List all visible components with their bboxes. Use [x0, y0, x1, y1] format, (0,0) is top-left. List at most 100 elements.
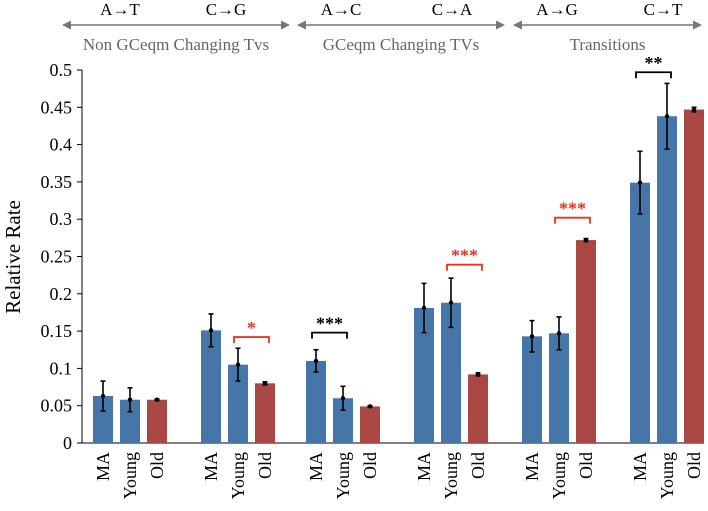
mutation-label: C→A	[432, 0, 473, 19]
category-group: GCeqm Changing TVs A→C C→A	[297, 0, 505, 54]
mean-point	[340, 396, 346, 401]
y-tick-label: 0.5	[50, 60, 73, 80]
y-tick-label: 0.4	[50, 135, 73, 155]
bar-group	[306, 348, 380, 443]
bar-young	[228, 364, 248, 443]
bar-ma	[306, 360, 326, 443]
bracket-line	[446, 263, 483, 271]
mutation-label: A→G	[536, 0, 578, 19]
x-tick-labels: MA Young Old MA Young Old MA Young Old MA Young Old…	[93, 452, 704, 499]
significance-bracket: ***	[311, 314, 348, 339]
y-axis-label: Relative Rate	[1, 200, 25, 314]
y-tick-label: 0	[63, 433, 72, 453]
arrow-head-right	[496, 20, 505, 30]
significance-label: ***	[316, 314, 343, 334]
mutation-label: C→G	[206, 0, 247, 19]
x-tick-label: Young	[333, 452, 353, 499]
bar-group	[93, 380, 167, 443]
bracket-line	[554, 216, 591, 224]
y-tick-label: 0.15	[41, 321, 73, 341]
bar-group	[522, 237, 596, 443]
mean-point	[208, 328, 214, 333]
mean-point	[475, 372, 481, 377]
x-tick-label: Old	[684, 452, 704, 479]
bar-old	[576, 240, 596, 443]
x-tick-label: Young	[441, 452, 461, 499]
bar-group	[201, 313, 275, 443]
mean-point	[154, 397, 160, 402]
x-tick-label: MA	[630, 452, 650, 481]
bar-old	[468, 374, 488, 443]
arrow-head-right	[281, 20, 290, 30]
mutation-label: A→T	[100, 0, 140, 19]
significance-label: **	[645, 53, 663, 73]
mean-point	[529, 334, 535, 339]
x-tick-label: Young	[657, 452, 677, 499]
bar-ma	[522, 336, 542, 443]
x-tick-label: MA	[201, 452, 221, 481]
mutation-label: C→T	[644, 0, 683, 19]
y-tick-label: 0.3	[50, 209, 73, 229]
significance-bracket: ***	[446, 246, 483, 271]
x-tick-label: MA	[414, 452, 434, 481]
bars-layer	[93, 82, 704, 444]
significance-label: ***	[559, 199, 586, 219]
y-tick-label: 0.35	[41, 172, 73, 192]
y-tick-label: 0.45	[41, 97, 73, 117]
x-tick-label: Old	[468, 452, 488, 479]
category-group-layer: Non GCeqm Changing Tvs A→T C→G GCeqm Changi…	[62, 0, 702, 54]
bar-old	[147, 399, 167, 443]
bar-young	[657, 116, 677, 443]
significance-label: *	[247, 318, 256, 338]
significance-bracket: ***	[554, 199, 591, 224]
y-tick-label: 0.05	[41, 396, 73, 416]
mean-point	[421, 305, 427, 311]
bar-old	[684, 109, 704, 444]
y-tick-label: 0.2	[50, 284, 73, 304]
y-tick-labels: 0 0.05 0.1 0.15 0.2 0.25 0.3 0.35 0.4 0.45 0.5	[41, 60, 73, 453]
bracket-line	[635, 71, 672, 79]
bar-young	[441, 302, 461, 443]
arrow-head-right	[693, 20, 702, 30]
x-tick-label: Young	[228, 452, 248, 499]
x-tick-label: MA	[522, 452, 542, 481]
mean-point	[664, 114, 670, 119]
mean-point	[127, 397, 133, 402]
mean-point	[691, 107, 697, 112]
x-tick-label: Old	[360, 452, 380, 479]
category-group-label: Transitions	[570, 35, 646, 54]
category-group-label: Non GCeqm Changing Tvs	[83, 35, 269, 54]
bar-ma	[93, 396, 113, 443]
axes	[77, 69, 704, 444]
category-group: Transitions A→G C→T	[513, 0, 702, 54]
mutation-label: A→C	[321, 0, 362, 19]
arrow-head-left	[297, 20, 306, 30]
significance-layer: * ***********	[233, 53, 672, 344]
bar-young	[120, 399, 140, 443]
mean-point	[367, 404, 373, 409]
bar-group	[414, 277, 488, 443]
significance-bracket: **	[635, 53, 672, 79]
mean-point	[637, 180, 643, 185]
x-tick-label: Old	[576, 452, 596, 479]
bar-ma	[201, 330, 221, 443]
bracket-line	[311, 331, 348, 339]
mean-point	[262, 381, 268, 386]
mean-point	[583, 237, 589, 243]
bar-old	[255, 383, 275, 443]
mean-point	[100, 393, 106, 399]
mean-point	[556, 331, 562, 336]
y-tick-label: 0.1	[50, 358, 73, 378]
bar-young	[549, 333, 569, 443]
category-group-label: GCeqm Changing TVs	[323, 35, 479, 54]
x-tick-label: MA	[306, 452, 326, 481]
arrow-head-left	[62, 20, 71, 30]
x-tick-label: MA	[93, 452, 113, 481]
x-tick-label: Old	[255, 452, 275, 479]
x-tick-label: Young	[549, 452, 569, 499]
mean-point	[235, 362, 241, 367]
bar-young	[333, 398, 353, 443]
significance-label: ***	[451, 246, 478, 266]
bracket-line	[233, 336, 270, 344]
